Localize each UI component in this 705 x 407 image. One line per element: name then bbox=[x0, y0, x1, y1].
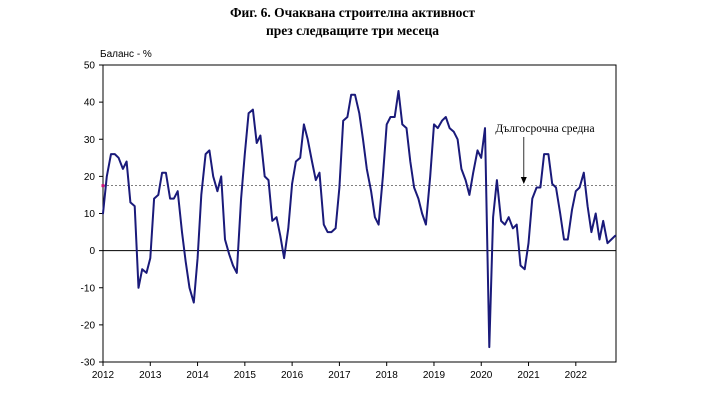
x-tick-label: 2014 bbox=[186, 370, 209, 381]
y-tick-label: 40 bbox=[84, 98, 96, 109]
x-tick-label: 2019 bbox=[423, 370, 446, 381]
y-tick-label: 0 bbox=[89, 246, 95, 257]
annotation-arrow-head bbox=[520, 177, 527, 184]
y-tick-label: -10 bbox=[81, 283, 96, 294]
x-tick-label: 2020 bbox=[470, 370, 493, 381]
x-tick-label: 2012 bbox=[92, 370, 115, 381]
series-line-0 bbox=[102, 90, 617, 349]
y-tick-label: 20 bbox=[84, 172, 96, 183]
x-tick-label: 2022 bbox=[565, 370, 588, 381]
chart-title-line-1: Фиг. 6. Очаквана строителна активност bbox=[229, 5, 476, 20]
x-tick-label: 2015 bbox=[234, 370, 257, 381]
x-tick-label: 2018 bbox=[376, 370, 399, 381]
y-tick-label: 10 bbox=[84, 209, 96, 220]
plot-group bbox=[101, 90, 617, 349]
y-tick-label: 50 bbox=[84, 61, 96, 72]
x-tick-label: 2016 bbox=[281, 370, 304, 381]
long-term-average-marker bbox=[101, 184, 105, 188]
x-tick-label: 2021 bbox=[517, 370, 540, 381]
y-axis-unit-label: Баланс - % bbox=[100, 49, 152, 60]
long-term-average-label: Дългосрочна средна bbox=[495, 123, 594, 135]
x-tick-label: 2017 bbox=[328, 370, 351, 381]
y-tick-label: -30 bbox=[81, 358, 96, 369]
chart-title: Фиг. 6. Очаквана строителна активност пр… bbox=[0, 4, 705, 40]
x-tick-label: 2013 bbox=[139, 370, 162, 381]
y-tick-label: 30 bbox=[84, 135, 96, 146]
y-tick-label: -20 bbox=[81, 320, 96, 331]
chart-title-line-2: през следващите три месеца bbox=[266, 23, 439, 38]
